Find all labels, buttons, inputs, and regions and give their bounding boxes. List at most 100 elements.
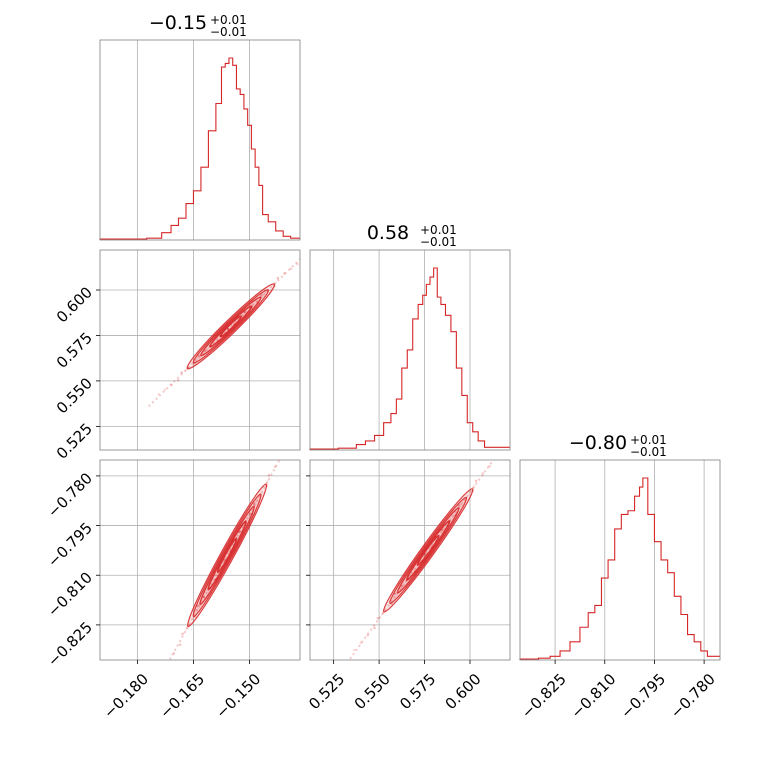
density-contour: [405, 519, 451, 581]
param-title: 0.58: [367, 222, 409, 244]
density-layer: [147, 255, 300, 408]
density-tail: [147, 257, 300, 408]
x-tick-label: 0.575: [396, 670, 439, 713]
density-contour: [209, 305, 253, 348]
density-point: [423, 553, 427, 556]
density-band-outer: [380, 484, 476, 617]
density-point: [267, 474, 271, 477]
density-point: [283, 272, 286, 275]
panel-frame: [519, 459, 721, 661]
panel-r2-c1: [309, 459, 511, 661]
density-point: [223, 558, 226, 562]
density-point: [373, 626, 376, 630]
param-title-upper-error: +0.01: [210, 13, 247, 27]
density-point: [296, 262, 299, 266]
panel-r1-c1: [309, 249, 511, 451]
param-title-upper-error: +0.01: [630, 433, 667, 447]
y-tick-label: −0.780: [44, 469, 96, 521]
density-contour: [207, 520, 247, 591]
param-title: −0.80: [569, 432, 627, 454]
density-band-inner: [389, 497, 467, 604]
density-layer: [160, 437, 292, 673]
density-contour: [192, 493, 262, 618]
histogram-line: [309, 267, 510, 450]
density-point: [280, 457, 283, 460]
density-contour: [389, 496, 468, 605]
density-point: [376, 616, 380, 620]
density-contour: [199, 505, 255, 606]
density-point: [163, 388, 167, 391]
density-layer: [347, 460, 497, 660]
density-point: [178, 643, 182, 646]
density-point: [181, 632, 184, 636]
density-contour: [416, 534, 440, 567]
density-point: [166, 661, 169, 664]
density-point: [457, 504, 461, 507]
y-tick-label: −0.810: [44, 569, 96, 621]
density-contour: [200, 296, 262, 357]
panel-r1-c0: [99, 249, 301, 451]
panel-frame: [309, 249, 511, 451]
param-title-lower-error: −0.01: [210, 25, 247, 39]
density-point: [352, 648, 356, 652]
density-point: [366, 634, 370, 637]
density-point: [276, 276, 280, 280]
y-tick-label: −0.825: [44, 618, 96, 670]
x-tick-label: 0.525: [305, 670, 348, 713]
density-band-inner: [193, 494, 261, 617]
density-contour: [192, 289, 270, 364]
y-tick-label: 0.600: [53, 283, 96, 326]
panel-frame: [99, 39, 301, 241]
x-tick-label: 0.550: [351, 670, 394, 713]
density-tail: [168, 460, 281, 660]
histogram-line: [519, 477, 720, 660]
density-point: [488, 464, 491, 468]
x-tick-label: −0.165: [156, 670, 208, 722]
density-point: [160, 670, 163, 673]
param-title-upper-error: +0.01: [420, 223, 457, 237]
density-point: [157, 392, 160, 396]
density-contour: [219, 315, 243, 338]
density-contour: [396, 507, 460, 594]
histogram-line: [99, 57, 300, 240]
x-tick-label: −0.180: [100, 670, 152, 722]
y-tick-label: 0.550: [53, 374, 96, 417]
density-contour: [186, 283, 276, 370]
panel-r0-c0: [99, 39, 301, 241]
density-point: [252, 502, 256, 505]
x-tick-label: −0.780: [667, 670, 719, 722]
density-band-outer: [184, 281, 278, 372]
y-tick-label: 0.525: [53, 420, 96, 463]
panel-frame: [309, 459, 511, 661]
x-tick-label: −0.810: [568, 670, 620, 722]
density-point: [180, 371, 184, 374]
density-point: [259, 293, 263, 297]
density-point: [273, 465, 277, 468]
density-point: [474, 479, 478, 483]
x-tick-label: 0.600: [442, 670, 485, 713]
x-tick-label: −0.150: [212, 670, 264, 722]
param-title-lower-error: −0.01: [630, 445, 667, 459]
x-tick-label: −0.795: [617, 670, 669, 722]
y-tick-label: −0.795: [44, 519, 96, 571]
density-band-outer: [185, 479, 270, 632]
density-point: [289, 437, 292, 440]
param-title-lower-error: −0.01: [420, 235, 457, 249]
density-band-inner: [193, 289, 269, 363]
density-contour: [187, 483, 268, 628]
param-title: −0.15: [149, 12, 207, 34]
x-tick-label: −0.825: [518, 670, 570, 722]
y-tick-label: 0.575: [53, 329, 96, 372]
density-point: [170, 383, 173, 387]
density-point: [289, 267, 293, 271]
panel-r2-c2: [519, 459, 721, 661]
density-point: [359, 641, 363, 644]
density-contour: [382, 488, 474, 613]
density-point: [226, 327, 230, 331]
density-point: [481, 472, 485, 475]
density-point: [176, 378, 180, 382]
panel-r2-c0: [99, 437, 301, 673]
density-point: [172, 652, 176, 655]
density-contour: [216, 537, 238, 574]
